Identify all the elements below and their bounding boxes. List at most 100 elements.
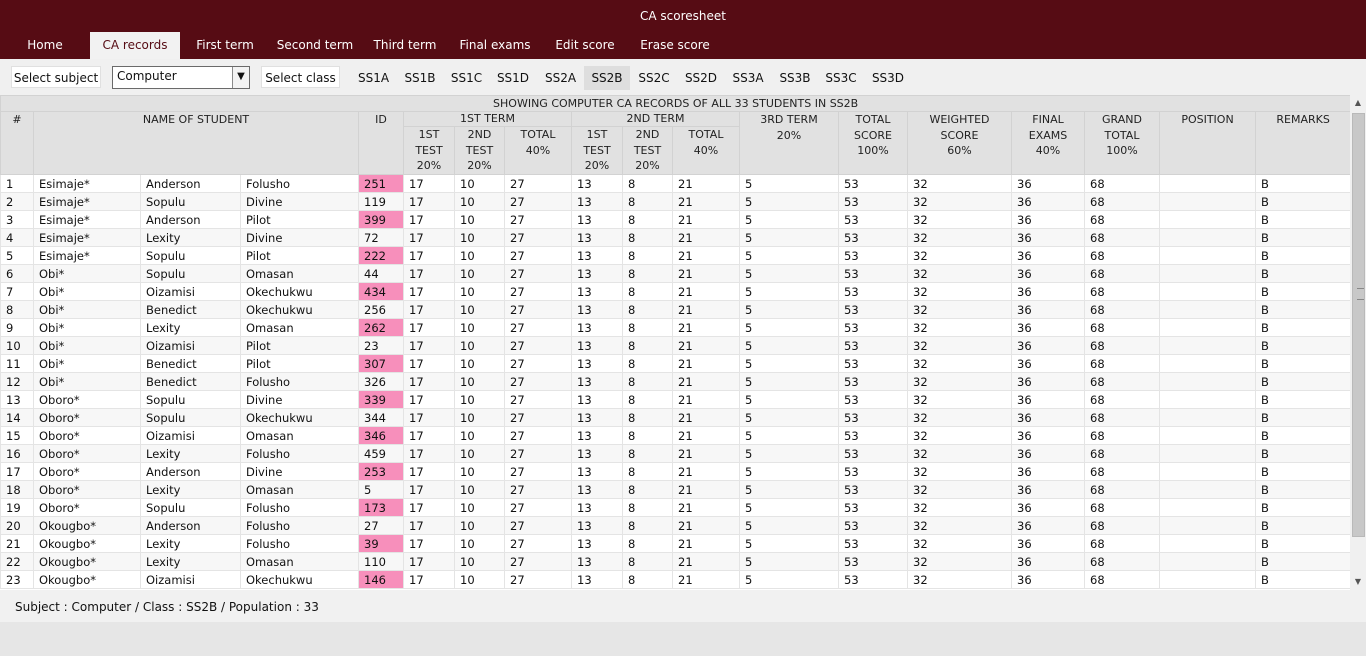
table-row[interactable]: 21 Okougbo* Lexity Folusho 39 17 10 27 13 8 21 5 53 3…	[0, 534, 1350, 553]
class-ss3d[interactable]: SS3D	[871, 71, 905, 85]
cell-t2-total: 21	[672, 336, 740, 355]
tab-edit-score[interactable]: Edit score	[555, 38, 615, 52]
class-ss1c[interactable]: SS1C	[450, 71, 483, 85]
class-ss1d[interactable]: SS1D	[496, 71, 530, 85]
cell-t2-test2: 8	[622, 174, 673, 193]
cell-t2-test1: 13	[571, 408, 623, 427]
cell-total-score: 53	[838, 228, 908, 247]
cell-t1-test1: 17	[403, 282, 455, 301]
table-row[interactable]: 19 Oboro* Sopulu Folusho 173 17 10 27 13 8 21 5 53 32…	[0, 498, 1350, 517]
class-ss1a[interactable]: SS1A	[357, 71, 390, 85]
class-ss2a[interactable]: SS2A	[544, 71, 577, 85]
class-ss2b[interactable]: SS2B	[584, 66, 630, 90]
cell-surname: Oboro*	[33, 462, 141, 481]
header-line: TOTAL	[520, 128, 556, 141]
class-ss3b[interactable]: SS3B	[779, 71, 811, 85]
cell-final-exams: 36	[1011, 570, 1085, 589]
header-line: 100%	[1106, 144, 1138, 157]
scroll-up-icon[interactable]: ▲	[1354, 98, 1362, 107]
cell-t1-test1: 17	[403, 516, 455, 535]
table-row[interactable]: 13 Oboro* Sopulu Divine 339 17 10 27 13 8 21 5 53 32 3…	[0, 390, 1350, 409]
table-row[interactable]: 1 Esimaje* Anderson Folusho 251 17 10 27 13 8 21 5 5…	[0, 174, 1350, 193]
cell-first-name: Benedict	[140, 300, 241, 319]
table-row[interactable]: 14 Oboro* Sopulu Okechukwu 344 17 10 27 13 8 21 5 53…	[0, 408, 1350, 427]
cell-row-number: 11	[0, 354, 34, 373]
table-row[interactable]: 3 Esimaje* Anderson Pilot 399 17 10 27 13 8 21 5 53 3…	[0, 210, 1350, 229]
cell-row-number: 20	[0, 516, 34, 535]
cell-t1-test1: 17	[403, 552, 455, 571]
cell-first-name: Oizamisi	[140, 282, 241, 301]
tab-final-exams[interactable]: Final exams	[459, 38, 531, 52]
cell-position	[1159, 246, 1256, 265]
chevron-down-icon[interactable]: ▼	[232, 67, 249, 88]
table-row[interactable]: 9 Obi* Lexity Omasan 262 17 10 27 13 8 21 5 53 32 36 68…	[0, 318, 1350, 337]
table-row[interactable]: 20 Okougbo* Anderson Folusho 27 17 10 27 13 8 21 5 5…	[0, 516, 1350, 535]
cell-final-exams: 36	[1011, 534, 1085, 553]
table-row[interactable]: 6 Obi* Sopulu Omasan 44 17 10 27 13 8 21 5 53 32 36 68 B	[0, 264, 1350, 283]
table-row[interactable]: 23 Okougbo* Oizamisi Okechukwu 146 17 10 27 13 8 2…	[0, 570, 1350, 589]
cell-final-exams: 36	[1011, 462, 1085, 481]
cell-t2-test1: 13	[571, 498, 623, 517]
cell-t2-total: 21	[672, 192, 740, 211]
tab-home[interactable]: Home	[27, 38, 63, 52]
cell-t1-test1: 17	[403, 264, 455, 283]
select-class-button[interactable]: Select class	[261, 66, 340, 88]
table-row[interactable]: 22 Okougbo* Lexity Omasan 110 17 10 27 13 8 21 5 53 3…	[0, 552, 1350, 571]
cell-student-id: 307	[358, 354, 404, 373]
cell-student-id: 326	[358, 372, 404, 391]
table-row[interactable]: 10 Obi* Oizamisi Pilot 23 17 10 27 13 8 21 5 53 32 36 6…	[0, 336, 1350, 355]
tab-third-term[interactable]: Third term	[373, 38, 437, 52]
cell-t2-test1: 13	[571, 282, 623, 301]
col-header-position: POSITION	[1159, 111, 1256, 175]
subject-dropdown[interactable]: Computer ▼	[112, 66, 250, 89]
table-row[interactable]: 18 Oboro* Lexity Omasan 5 17 10 27 13 8 21 5 53 32 36 6…	[0, 480, 1350, 499]
col-header-t1-total: TOTAL 40%	[504, 126, 572, 175]
cell-remarks: B	[1254, 534, 1350, 553]
table-row[interactable]: 16 Oboro* Lexity Folusho 459 17 10 27 13 8 21 5 53 32…	[0, 444, 1350, 463]
cell-t2-test2: 8	[622, 552, 673, 571]
cell-t1-test1: 17	[403, 318, 455, 337]
tab-ca-records[interactable]: CA records	[90, 32, 180, 59]
table-row[interactable]: 5 Esimaje* Sopulu Pilot 222 17 10 27 13 8 21 5 53 32 3…	[0, 246, 1350, 265]
cell-t2-test1: 13	[571, 516, 623, 535]
cell-grand-total: 68	[1084, 516, 1160, 535]
table-row[interactable]: 15 Oboro* Oizamisi Omasan 346 17 10 27 13 8 21 5 53 3…	[0, 426, 1350, 445]
select-subject-button[interactable]: Select subject	[11, 66, 101, 88]
table-row[interactable]: 7 Obi* Oizamisi Okechukwu 434 17 10 27 13 8 21 5 53 3…	[0, 282, 1350, 301]
class-ss1b[interactable]: SS1B	[404, 71, 436, 85]
cell-weighted-score: 32	[907, 426, 1012, 445]
class-ss2d[interactable]: SS2D	[684, 71, 718, 85]
tab-first-term[interactable]: First term	[196, 38, 254, 52]
table-row[interactable]: 4 Esimaje* Lexity Divine 72 17 10 27 13 8 21 5 53 32 3…	[0, 228, 1350, 247]
tab-second-term[interactable]: Second term	[276, 38, 354, 52]
cell-t2-test2: 8	[622, 534, 673, 553]
cell-middle-name: Divine	[240, 390, 359, 409]
cell-t2-test2: 8	[622, 390, 673, 409]
cell-position	[1159, 264, 1256, 283]
class-ss3a[interactable]: SS3A	[732, 71, 764, 85]
cell-final-exams: 36	[1011, 192, 1085, 211]
cell-t1-test1: 17	[403, 480, 455, 499]
cell-t1-total: 27	[504, 174, 572, 193]
cell-weighted-score: 32	[907, 570, 1012, 589]
table-row[interactable]: 11 Obi* Benedict Pilot 307 17 10 27 13 8 21 5 53 32 36…	[0, 354, 1350, 373]
class-ss2c[interactable]: SS2C	[638, 71, 670, 85]
cell-t1-test2: 10	[454, 462, 505, 481]
table-row[interactable]: 12 Obi* Benedict Folusho 326 17 10 27 13 8 21 5 53 32…	[0, 372, 1350, 391]
tab-erase-score[interactable]: Erase score	[640, 38, 710, 52]
table-row[interactable]: 8 Obi* Benedict Okechukwu 256 17 10 27 13 8 21 5 53 3…	[0, 300, 1350, 319]
cell-t1-test2: 10	[454, 246, 505, 265]
cell-t2-test2: 8	[622, 372, 673, 391]
cell-surname: Esimaje*	[33, 210, 141, 229]
table-row[interactable]: 2 Esimaje* Sopulu Divine 119 17 10 27 13 8 21 5 53 32…	[0, 192, 1350, 211]
class-ss3c[interactable]: SS3C	[825, 71, 857, 85]
scroll-down-icon[interactable]: ▼	[1354, 577, 1362, 586]
table-row[interactable]: 17 Oboro* Anderson Divine 253 17 10 27 13 8 21 5 53 3…	[0, 462, 1350, 481]
cell-total-score: 53	[838, 426, 908, 445]
vertical-scrollbar[interactable]: ▲ ▼	[1350, 95, 1366, 590]
cell-t2-test2: 8	[622, 192, 673, 211]
cell-t1-total: 27	[504, 336, 572, 355]
cell-t2-test2: 8	[622, 570, 673, 589]
scrollbar-thumb[interactable]	[1352, 113, 1365, 537]
cell-position	[1159, 354, 1256, 373]
